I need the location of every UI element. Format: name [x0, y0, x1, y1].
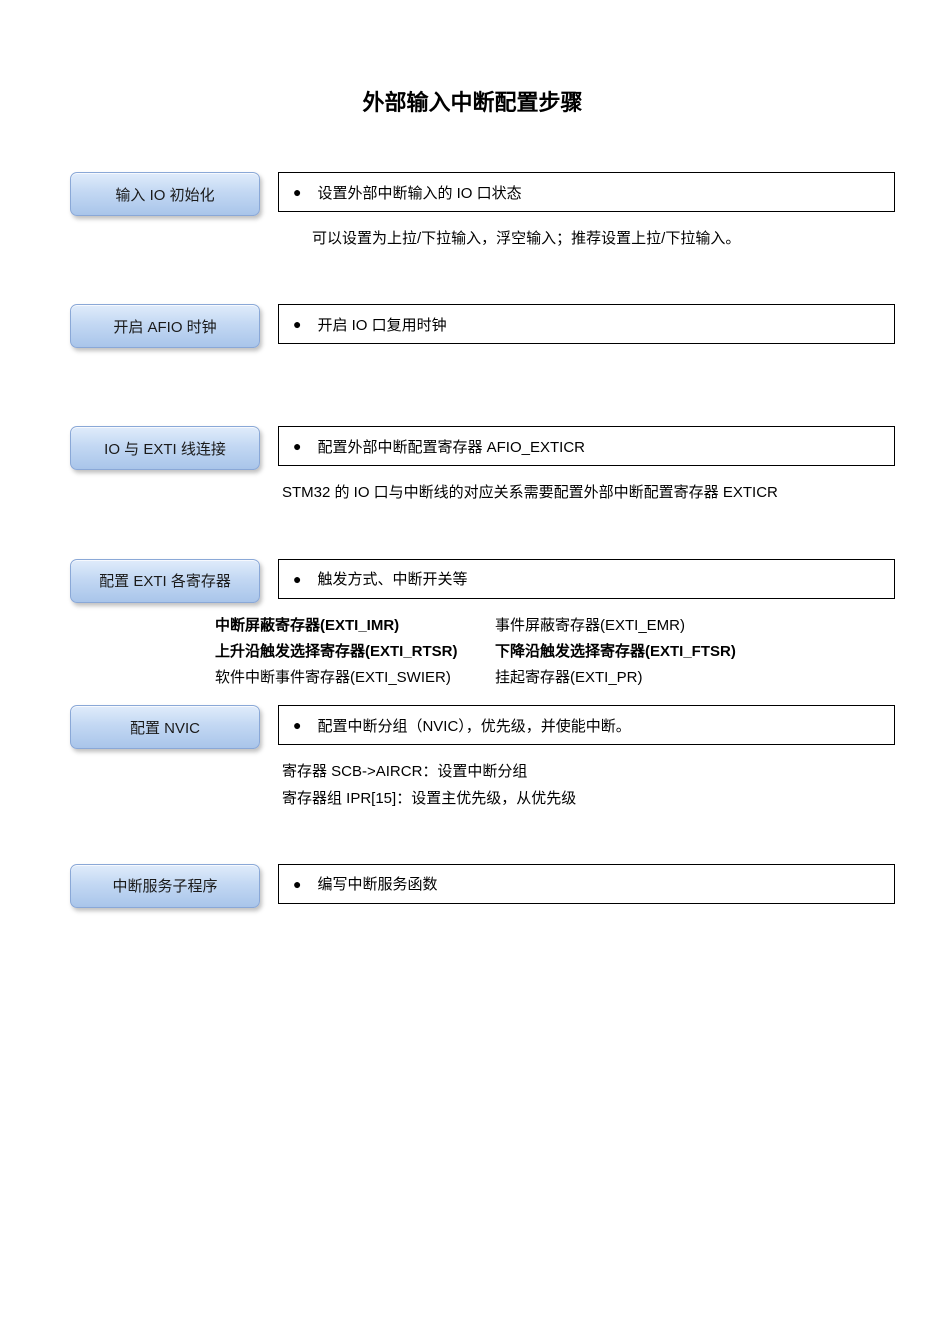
step-label-3: IO 与 EXTI 线连接 [70, 426, 260, 470]
bullet-icon: ● [293, 877, 301, 891]
step-desc-3: ● 配置外部中断配置寄存器 AFIO_EXTICR [278, 426, 895, 466]
desc-text: 配置外部中断配置寄存器 AFIO_EXTICR [317, 436, 585, 457]
step-5: 配置 NVIC ● 配置中断分组（NVIC），优先级，并使能中断。 寄存器 SC… [50, 705, 895, 816]
step-1: 输入 IO 初始化 ● 设置外部中断输入的 IO 口状态 可以设置为上拉/下拉输… [50, 172, 895, 256]
step-6: 中断服务子程序 ● 编写中断服务函数 [50, 864, 895, 908]
step-desc-6: ● 编写中断服务函数 [278, 864, 895, 904]
desc-text: 设置外部中断输入的 IO 口状态 [317, 182, 521, 203]
bullet-icon: ● [293, 185, 301, 199]
step-label-4: 配置 EXTI 各寄存器 [70, 559, 260, 603]
step-2: 开启 AFIO 时钟 ● 开启 IO 口复用时钟 [50, 304, 895, 348]
desc-text: 配置中断分组（NVIC），优先级，并使能中断。 [317, 715, 630, 736]
bullet-icon: ● [293, 718, 301, 732]
bullet-icon: ● [293, 439, 301, 453]
desc-text: 编写中断服务函数 [317, 873, 437, 894]
step-4: 配置 EXTI 各寄存器 ● 触发方式、中断开关等 [50, 559, 895, 603]
register-grid: 中断屏蔽寄存器(EXTI_IMR) 事件屏蔽寄存器(EXTI_EMR) 上升沿触… [215, 613, 885, 692]
step-label-6: 中断服务子程序 [70, 864, 260, 908]
step-desc-1: ● 设置外部中断输入的 IO 口状态 [278, 172, 895, 212]
note-line-2: 寄存器组 IPR[15]：设置主优先级，从优先级 [282, 786, 891, 812]
reg-rtsr: 上升沿触发选择寄存器(EXTI_RTSR) [215, 639, 495, 665]
step-note-3: STM32 的 IO 口与中断线的对应关系需要配置外部中断配置寄存器 EXTIC… [278, 466, 895, 510]
step-desc-2: ● 开启 IO 口复用时钟 [278, 304, 895, 344]
step-label-2: 开启 AFIO 时钟 [70, 304, 260, 348]
step-desc-5: ● 配置中断分组（NVIC），优先级，并使能中断。 [278, 705, 895, 745]
reg-emr: 事件屏蔽寄存器(EXTI_EMR) [495, 613, 885, 639]
reg-pr: 挂起寄存器(EXTI_PR) [495, 665, 885, 691]
step-3: IO 与 EXTI 线连接 ● 配置外部中断配置寄存器 AFIO_EXTICR … [50, 426, 895, 510]
desc-text: 触发方式、中断开关等 [317, 568, 467, 589]
step-note-5: 寄存器 SCB->AIRCR：设置中断分组 寄存器组 IPR[15]：设置主优先… [278, 745, 895, 816]
reg-ftsr: 下降沿触发选择寄存器(EXTI_FTSR) [495, 639, 885, 665]
reg-swier: 软件中断事件寄存器(EXTI_SWIER) [215, 665, 495, 691]
step-note-1: 可以设置为上拉/下拉输入，浮空输入；推荐设置上拉/下拉输入。 [278, 212, 895, 256]
page-title: 外部输入中断配置步骤 [50, 85, 895, 117]
desc-text: 开启 IO 口复用时钟 [317, 314, 446, 335]
reg-imr: 中断屏蔽寄存器(EXTI_IMR) [215, 613, 495, 639]
step-desc-4: ● 触发方式、中断开关等 [278, 559, 895, 599]
note-line-1: 寄存器 SCB->AIRCR：设置中断分组 [282, 759, 891, 785]
bullet-icon: ● [293, 572, 301, 586]
step-label-1: 输入 IO 初始化 [70, 172, 260, 216]
bullet-icon: ● [293, 317, 301, 331]
step-label-5: 配置 NVIC [70, 705, 260, 749]
